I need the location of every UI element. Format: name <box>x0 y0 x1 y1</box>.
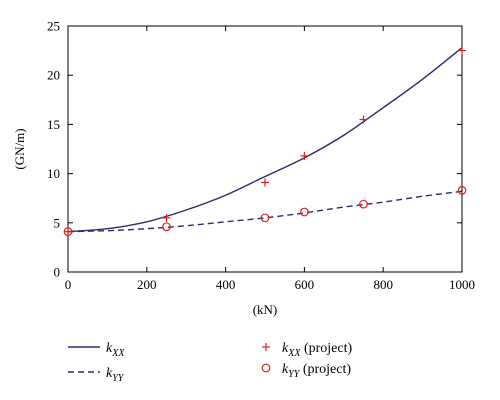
legend-kyy-project-label: kYY (project) <box>282 362 351 380</box>
legend-kyy-project-swatch <box>261 363 271 373</box>
data-point-kyy-project <box>260 213 270 223</box>
y-axis-title: (GN/m) <box>12 128 27 169</box>
data-point-kyy-project <box>457 185 467 195</box>
x-tick-label: 1000 <box>449 277 475 292</box>
data-point-kxx-project <box>64 227 72 236</box>
legend-kyy-project-main: k <box>282 362 289 377</box>
y-tick-label: 20 <box>47 68 60 83</box>
legend-kyy-label: kYY <box>106 366 125 384</box>
plot-frame <box>67 25 463 273</box>
legend-kxx-project-suffix: (project) <box>300 341 352 356</box>
y-tick-label: 10 <box>47 166 60 181</box>
series-line-kxx <box>67 47 463 233</box>
data-point-kxx-project <box>359 115 368 124</box>
legend: kXX kYY kXX (project) kYY (project) <box>68 341 352 384</box>
x-tick-label: 0 <box>65 277 72 292</box>
x-tick-label: 400 <box>216 277 236 292</box>
data-point-kxx-project <box>458 46 466 55</box>
legend-kxx-main: k <box>106 341 113 356</box>
y-tick-label: 5 <box>54 215 61 230</box>
legend-kxx-project-swatch <box>262 343 270 351</box>
data-point-kyy-project <box>162 222 171 232</box>
data-point-kyy-project <box>63 227 73 237</box>
y-tick-label: 0 <box>54 265 61 280</box>
data-point-kxx-project <box>261 178 269 187</box>
series-layer <box>63 46 467 237</box>
x-tick-label: 200 <box>137 277 157 292</box>
legend-kxx-project-main: k <box>282 341 289 356</box>
y-tick-label: 25 <box>47 19 60 34</box>
legend-kyy-main: k <box>106 366 113 381</box>
x-tick-label: 800 <box>373 277 393 292</box>
legend-kxx-project-sub: XX <box>287 348 301 359</box>
y-tick-label: 15 <box>47 117 60 132</box>
data-point-kxx-project <box>162 213 171 222</box>
legend-kyy-project-suffix: (project) <box>299 362 351 377</box>
legend-kyy-project-sub: YY <box>288 369 301 380</box>
legend-kxx-project-label: kXX (project) <box>282 341 352 359</box>
x-tick-label: 600 <box>295 277 315 292</box>
data-point-kxx-project <box>300 151 309 160</box>
data-point-kyy-project <box>300 207 309 217</box>
legend-kxx-label: kXX <box>106 341 125 359</box>
x-axis-title: (kN) <box>253 302 278 317</box>
legend-kyy-sub: YY <box>112 373 125 384</box>
data-point-kyy-project <box>359 199 368 209</box>
legend-kxx-sub: XX <box>111 348 125 359</box>
axis-ticks: 0 200 400 600 800 1000 0 5 10 15 20 25 <box>47 19 475 293</box>
